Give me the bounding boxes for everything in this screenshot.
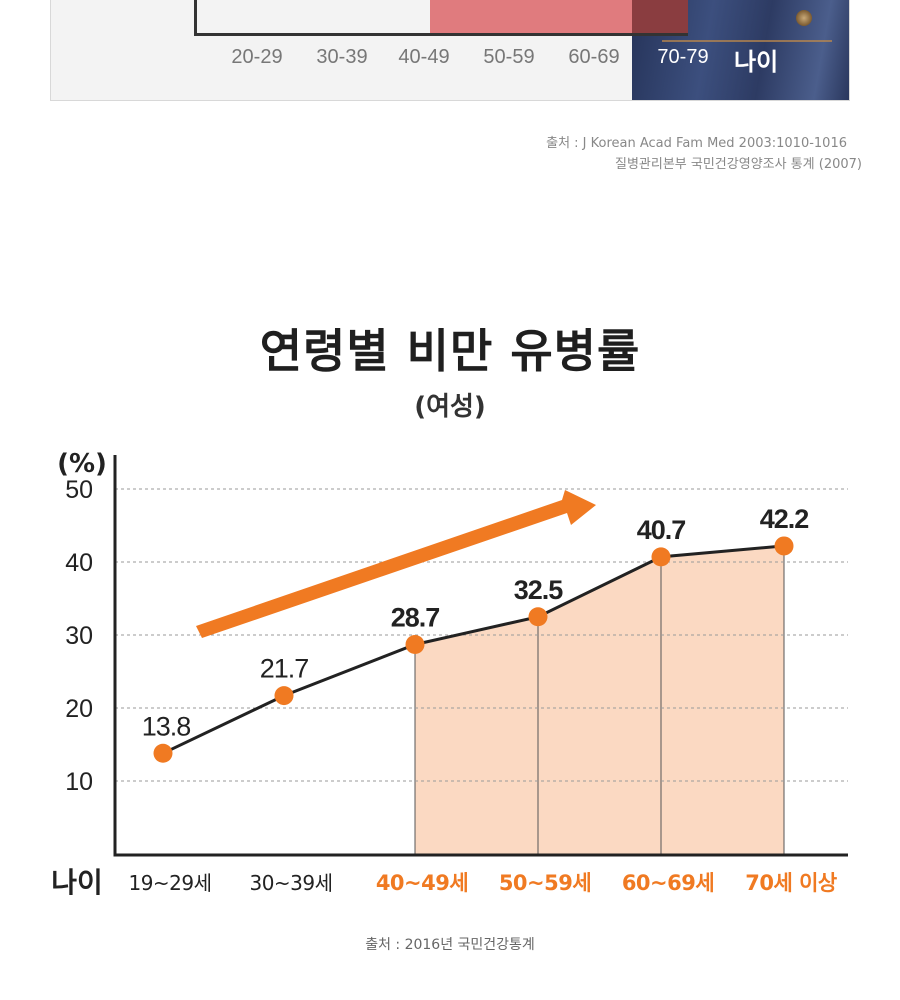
data-point — [405, 634, 425, 654]
data-point — [774, 536, 794, 556]
x-tick-label: 70세 이상 — [745, 871, 837, 895]
x-tick-label: 40~49세 — [376, 871, 468, 895]
data-point — [528, 607, 548, 627]
trend-arrow-icon — [196, 490, 596, 638]
x-tick-label: 30~39세 — [249, 871, 332, 895]
source-citation: 질병관리본부 국민건강영양조사 통계 (2007) — [615, 157, 862, 172]
y-tick-label: 30 — [65, 622, 93, 650]
y-tick-label: 20 — [65, 695, 93, 723]
top-chart-panel: 20-29 30-39 40-49 50-59 60-69 70-79 나이 — [50, 0, 850, 101]
data-label: 40.7 — [637, 515, 686, 545]
top-chart-x-axis — [194, 33, 688, 36]
top-x-tick: 40-49 — [398, 46, 450, 68]
data-label: 42.2 — [760, 504, 809, 534]
data-label: 21.7 — [260, 654, 309, 684]
top-x-tick: 50-59 — [483, 46, 535, 68]
data-point — [651, 547, 671, 567]
highlight-area — [415, 545, 784, 855]
jeans-seam — [662, 40, 832, 42]
jeans-photo — [632, 0, 849, 100]
y-tick-label: 10 — [65, 768, 93, 796]
chart-title: 연령별 비만 유병률 — [259, 324, 641, 378]
source-citation: 출처 : J Korean Acad Fam Med 2003:1010-101… — [546, 136, 847, 151]
top-chart-y-axis — [194, 0, 197, 35]
y-tick-label: 50 — [65, 476, 93, 504]
top-x-tick: 20-29 — [231, 46, 283, 68]
x-tick-label: 60~69세 — [622, 871, 714, 895]
x-axis-label: 나이 — [51, 866, 103, 899]
jeans-button-icon — [796, 10, 812, 26]
y-axis-label: (%) — [57, 449, 107, 479]
jeans-photo-red-bar — [632, 0, 688, 33]
data-label: 32.5 — [514, 575, 564, 605]
data-point — [153, 743, 173, 763]
series-line — [162, 544, 785, 755]
top-x-tick: 30-39 — [316, 46, 368, 68]
data-point — [274, 686, 294, 706]
top-x-tick: 70-79 — [657, 46, 709, 68]
top-x-tick: 60-69 — [568, 46, 620, 68]
data-label: 28.7 — [391, 602, 440, 632]
y-tick-label: 40 — [65, 549, 93, 577]
x-tick-label: 19~29세 — [128, 871, 211, 895]
data-label: 13.8 — [142, 711, 191, 741]
chart-subtitle: (여성) — [414, 392, 486, 422]
source-citation-bottom: 출처 : 2016년 국민건강통계 — [365, 937, 535, 953]
x-tick-label: 50~59세 — [499, 871, 591, 895]
top-x-axis-label: 나이 — [734, 48, 779, 76]
